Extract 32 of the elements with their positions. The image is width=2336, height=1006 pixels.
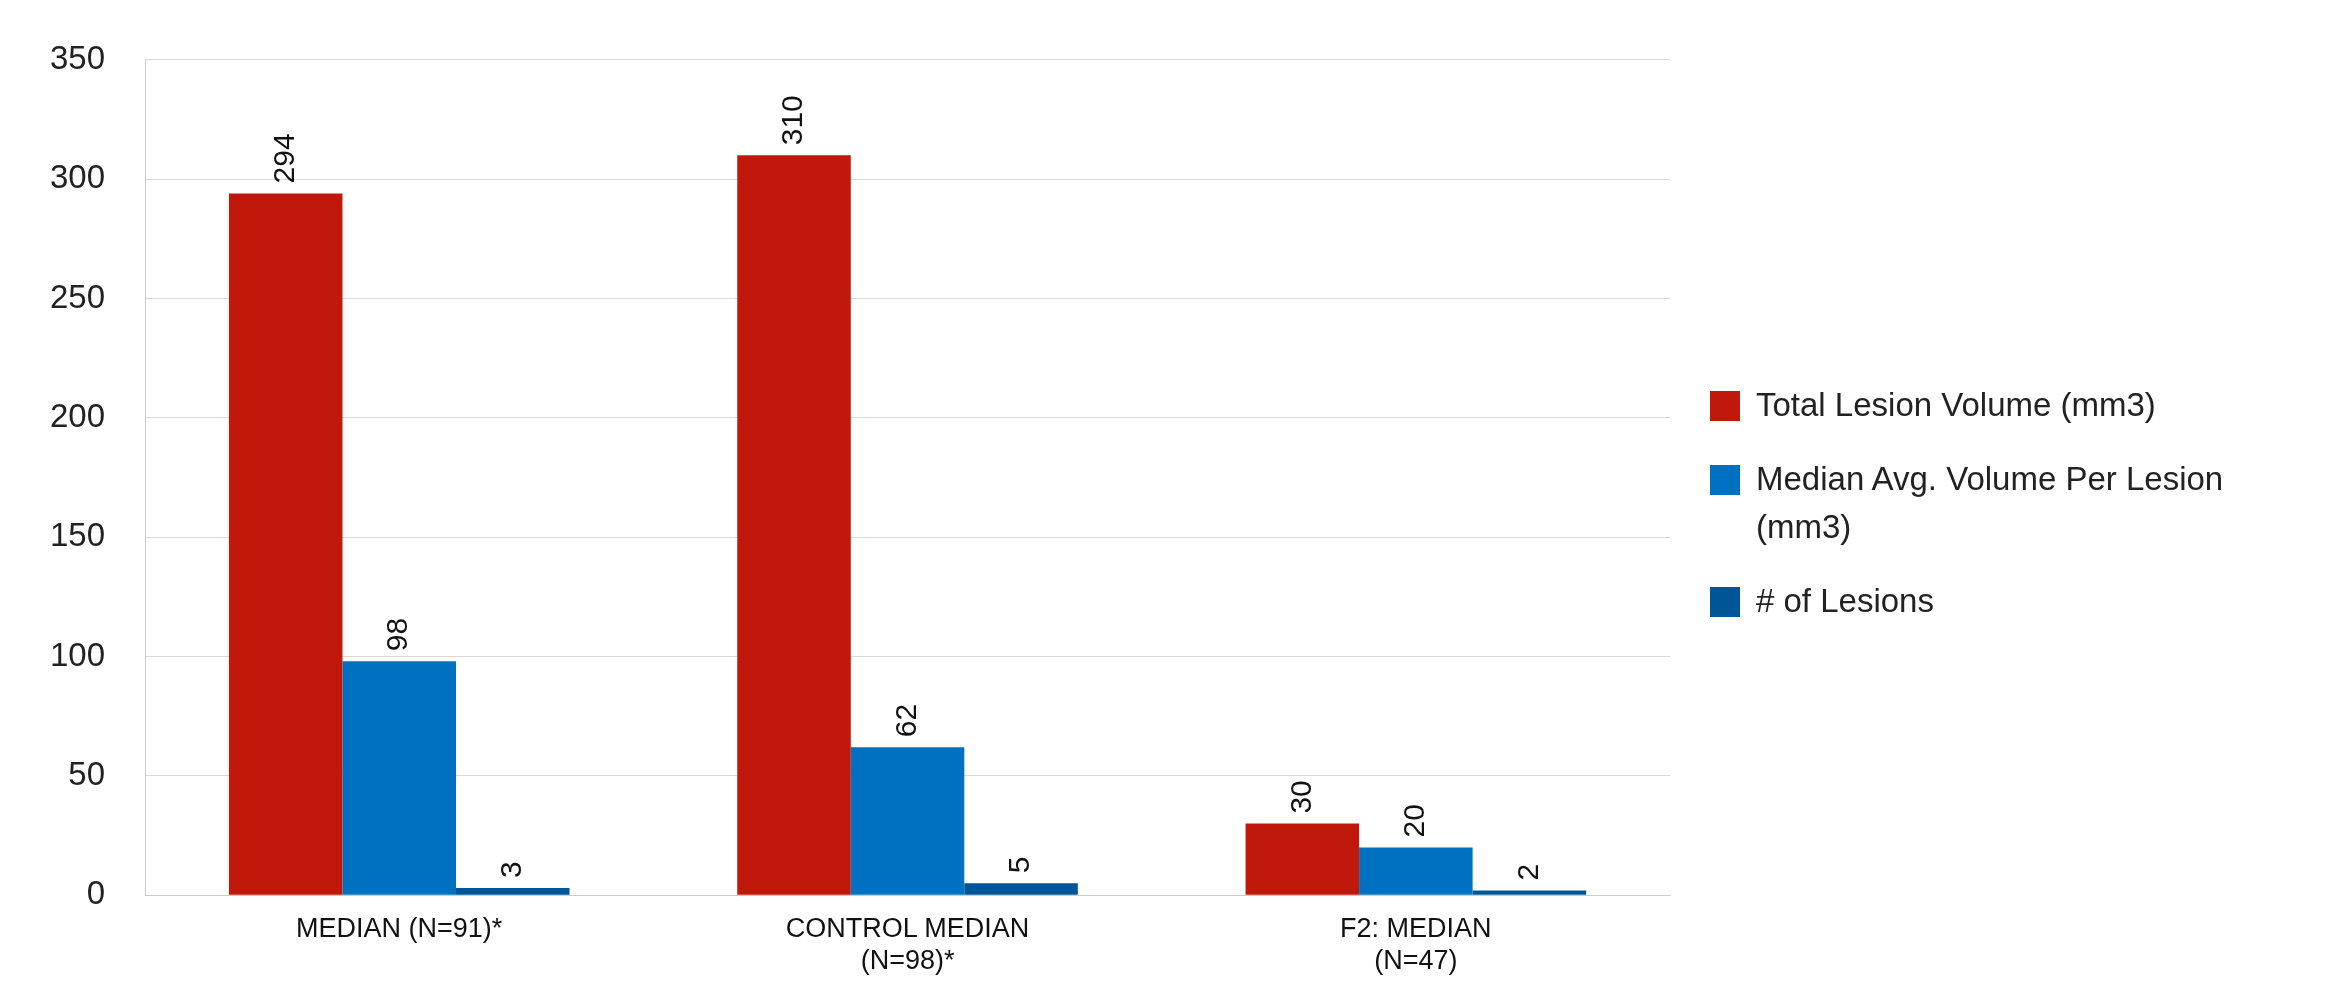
bar <box>737 155 851 895</box>
bar <box>1472 890 1587 895</box>
bar <box>964 883 1078 895</box>
bar <box>1359 847 1473 895</box>
bar <box>850 747 965 895</box>
y-tick-label: 300 <box>50 158 106 196</box>
bar <box>228 193 343 895</box>
x-tick-label: MEDIAN (N=91)* <box>296 912 503 943</box>
bar <box>1245 823 1360 895</box>
data-label: 98 <box>380 617 414 652</box>
data-label: 3 <box>494 861 527 879</box>
y-tick-label: 100 <box>50 635 106 673</box>
data-label: 294 <box>266 133 300 184</box>
y-tick-label: 250 <box>50 277 106 315</box>
y-tick-label: 350 <box>50 38 106 76</box>
bar <box>455 888 570 895</box>
data-label: 62 <box>888 703 922 738</box>
y-tick-label: 0 <box>86 874 106 912</box>
y-tick-label: 50 <box>68 754 106 792</box>
data-label: 5 <box>1002 856 1036 874</box>
data-label: 30 <box>1283 780 1317 814</box>
bar <box>342 661 456 895</box>
x-tick-label: F2: MEDIAN (N=47) <box>1340 912 1492 976</box>
data-label: 310 <box>775 95 809 146</box>
x-tick-label: CONTROL MEDIAN (N=98)* <box>785 912 1030 976</box>
y-tick-label: 200 <box>50 396 106 434</box>
legend-label: Median Avg. Volume Per Lesion (mm3) <box>1756 459 2225 547</box>
legend-label: Total Lesion Volume (mm3) <box>1756 385 2156 426</box>
data-label: 20 <box>1397 804 1431 838</box>
legend-label: # of Lesions <box>1756 580 1934 621</box>
y-tick-label: 150 <box>50 516 106 554</box>
data-label: 2 <box>1510 863 1544 881</box>
